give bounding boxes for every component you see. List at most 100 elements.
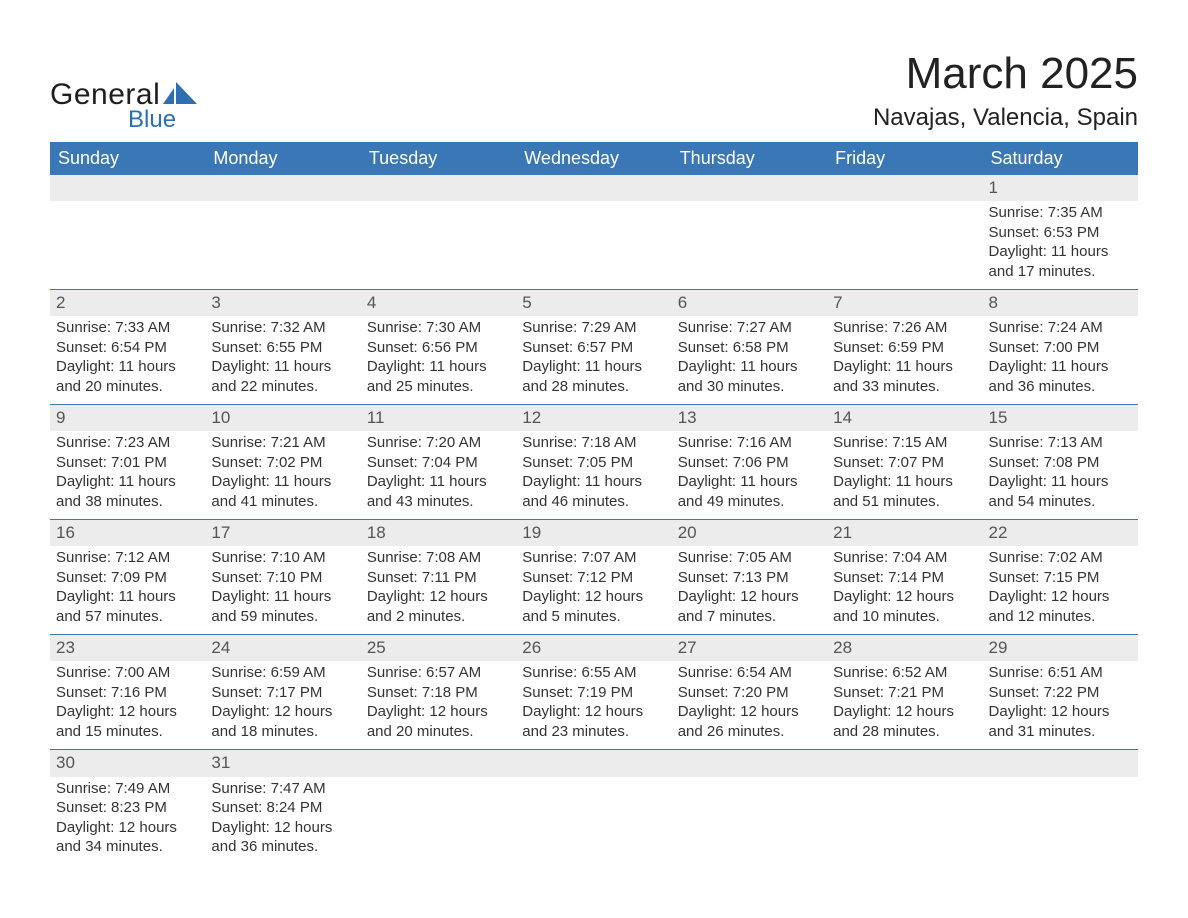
- day-number: 31: [205, 750, 360, 776]
- day-number: 24: [205, 635, 360, 661]
- day-sunrise: Sunrise: 7:18 AM: [522, 433, 665, 453]
- day-daylight1: Daylight: 12 hours: [989, 702, 1132, 722]
- day-sunrise: Sunrise: 6:55 AM: [522, 663, 665, 683]
- day-sunset: Sunset: 7:10 PM: [211, 568, 354, 588]
- calendar-page: General Blue March 2025 Navajas, Valenci…: [0, 0, 1188, 895]
- day-daylight2: and 49 minutes.: [678, 492, 821, 512]
- empty-day-header: [672, 175, 827, 201]
- calendar-day-cell: 8Sunrise: 7:24 AMSunset: 7:00 PMDaylight…: [983, 290, 1138, 405]
- day-sunset: Sunset: 7:08 PM: [989, 453, 1132, 473]
- day-number: 18: [361, 520, 516, 546]
- day-daylight1: Daylight: 12 hours: [211, 818, 354, 838]
- day-sunset: Sunset: 8:24 PM: [211, 798, 354, 818]
- day-daylight1: Daylight: 12 hours: [989, 587, 1132, 607]
- calendar-week-row: 23Sunrise: 7:00 AMSunset: 7:16 PMDayligh…: [50, 635, 1138, 750]
- day-details: Sunrise: 7:16 AMSunset: 7:06 PMDaylight:…: [678, 433, 821, 511]
- day-details: Sunrise: 6:57 AMSunset: 7:18 PMDaylight:…: [367, 663, 510, 741]
- day-sunrise: Sunrise: 7:05 AM: [678, 548, 821, 568]
- day-sunset: Sunset: 7:02 PM: [211, 453, 354, 473]
- calendar-day-cell: [361, 750, 516, 865]
- day-daylight2: and 25 minutes.: [367, 377, 510, 397]
- day-daylight1: Daylight: 11 hours: [211, 357, 354, 377]
- day-sunset: Sunset: 6:58 PM: [678, 338, 821, 358]
- calendar-day-cell: [672, 750, 827, 865]
- day-details: Sunrise: 7:05 AMSunset: 7:13 PMDaylight:…: [678, 548, 821, 626]
- day-daylight1: Daylight: 12 hours: [678, 702, 821, 722]
- day-details: Sunrise: 7:00 AMSunset: 7:16 PMDaylight:…: [56, 663, 199, 741]
- day-details: Sunrise: 7:04 AMSunset: 7:14 PMDaylight:…: [833, 548, 976, 626]
- empty-day-header: [827, 175, 982, 201]
- empty-day-header: [50, 175, 205, 201]
- day-daylight1: Daylight: 12 hours: [367, 587, 510, 607]
- day-sunrise: Sunrise: 6:51 AM: [989, 663, 1132, 683]
- day-number: 1: [983, 175, 1138, 201]
- day-details: Sunrise: 6:55 AMSunset: 7:19 PMDaylight:…: [522, 663, 665, 741]
- calendar-day-cell: 16Sunrise: 7:12 AMSunset: 7:09 PMDayligh…: [50, 520, 205, 635]
- day-sunset: Sunset: 7:15 PM: [989, 568, 1132, 588]
- day-daylight2: and 5 minutes.: [522, 607, 665, 627]
- day-number: 11: [361, 405, 516, 431]
- day-sunrise: Sunrise: 7:49 AM: [56, 779, 199, 799]
- day-details: Sunrise: 7:30 AMSunset: 6:56 PMDaylight:…: [367, 318, 510, 396]
- day-details: Sunrise: 7:35 AMSunset: 6:53 PMDaylight:…: [989, 203, 1132, 281]
- day-number: 6: [672, 290, 827, 316]
- day-details: Sunrise: 7:07 AMSunset: 7:12 PMDaylight:…: [522, 548, 665, 626]
- day-details: Sunrise: 7:12 AMSunset: 7:09 PMDaylight:…: [56, 548, 199, 626]
- day-sunset: Sunset: 6:53 PM: [989, 223, 1132, 243]
- day-daylight1: Daylight: 12 hours: [678, 587, 821, 607]
- day-number: 29: [983, 635, 1138, 661]
- day-daylight2: and 43 minutes.: [367, 492, 510, 512]
- calendar-day-cell: 9Sunrise: 7:23 AMSunset: 7:01 PMDaylight…: [50, 405, 205, 520]
- day-number: 15: [983, 405, 1138, 431]
- day-sunset: Sunset: 7:07 PM: [833, 453, 976, 473]
- calendar-day-cell: 5Sunrise: 7:29 AMSunset: 6:57 PMDaylight…: [516, 290, 671, 405]
- calendar-day-cell: 7Sunrise: 7:26 AMSunset: 6:59 PMDaylight…: [827, 290, 982, 405]
- calendar-week-row: 1Sunrise: 7:35 AMSunset: 6:53 PMDaylight…: [50, 175, 1138, 290]
- day-number: 9: [50, 405, 205, 431]
- day-daylight2: and 15 minutes.: [56, 722, 199, 742]
- day-number: 14: [827, 405, 982, 431]
- day-daylight1: Daylight: 12 hours: [522, 587, 665, 607]
- day-sunset: Sunset: 7:06 PM: [678, 453, 821, 473]
- day-daylight2: and 22 minutes.: [211, 377, 354, 397]
- day-daylight2: and 34 minutes.: [56, 837, 199, 857]
- calendar-day-cell: [672, 175, 827, 290]
- day-sunrise: Sunrise: 7:16 AM: [678, 433, 821, 453]
- sail-icon: [163, 82, 197, 109]
- calendar-day-cell: 4Sunrise: 7:30 AMSunset: 6:56 PMDaylight…: [361, 290, 516, 405]
- weekday-header: Sunday: [50, 142, 205, 175]
- empty-day-header: [672, 750, 827, 776]
- day-sunrise: Sunrise: 7:10 AM: [211, 548, 354, 568]
- calendar-week-row: 9Sunrise: 7:23 AMSunset: 7:01 PMDaylight…: [50, 405, 1138, 520]
- day-sunset: Sunset: 8:23 PM: [56, 798, 199, 818]
- day-daylight2: and 54 minutes.: [989, 492, 1132, 512]
- weekday-header: Wednesday: [516, 142, 671, 175]
- day-daylight2: and 26 minutes.: [678, 722, 821, 742]
- day-sunset: Sunset: 7:16 PM: [56, 683, 199, 703]
- weekday-header: Saturday: [983, 142, 1138, 175]
- day-sunset: Sunset: 7:05 PM: [522, 453, 665, 473]
- day-daylight2: and 59 minutes.: [211, 607, 354, 627]
- calendar-day-cell: 3Sunrise: 7:32 AMSunset: 6:55 PMDaylight…: [205, 290, 360, 405]
- day-sunrise: Sunrise: 7:13 AM: [989, 433, 1132, 453]
- day-details: Sunrise: 7:02 AMSunset: 7:15 PMDaylight:…: [989, 548, 1132, 626]
- calendar-day-cell: 31Sunrise: 7:47 AMSunset: 8:24 PMDayligh…: [205, 750, 360, 865]
- day-sunset: Sunset: 6:59 PM: [833, 338, 976, 358]
- day-sunset: Sunset: 7:00 PM: [989, 338, 1132, 358]
- day-daylight2: and 46 minutes.: [522, 492, 665, 512]
- calendar-day-cell: 20Sunrise: 7:05 AMSunset: 7:13 PMDayligh…: [672, 520, 827, 635]
- day-daylight2: and 38 minutes.: [56, 492, 199, 512]
- day-daylight1: Daylight: 12 hours: [522, 702, 665, 722]
- day-sunrise: Sunrise: 7:33 AM: [56, 318, 199, 338]
- day-sunrise: Sunrise: 7:23 AM: [56, 433, 199, 453]
- day-daylight1: Daylight: 11 hours: [367, 357, 510, 377]
- calendar-day-cell: 25Sunrise: 6:57 AMSunset: 7:18 PMDayligh…: [361, 635, 516, 750]
- calendar-day-cell: [827, 175, 982, 290]
- day-daylight2: and 31 minutes.: [989, 722, 1132, 742]
- day-daylight2: and 28 minutes.: [833, 722, 976, 742]
- day-sunrise: Sunrise: 6:59 AM: [211, 663, 354, 683]
- day-details: Sunrise: 7:32 AMSunset: 6:55 PMDaylight:…: [211, 318, 354, 396]
- day-number: 25: [361, 635, 516, 661]
- day-daylight2: and 7 minutes.: [678, 607, 821, 627]
- day-details: Sunrise: 7:13 AMSunset: 7:08 PMDaylight:…: [989, 433, 1132, 511]
